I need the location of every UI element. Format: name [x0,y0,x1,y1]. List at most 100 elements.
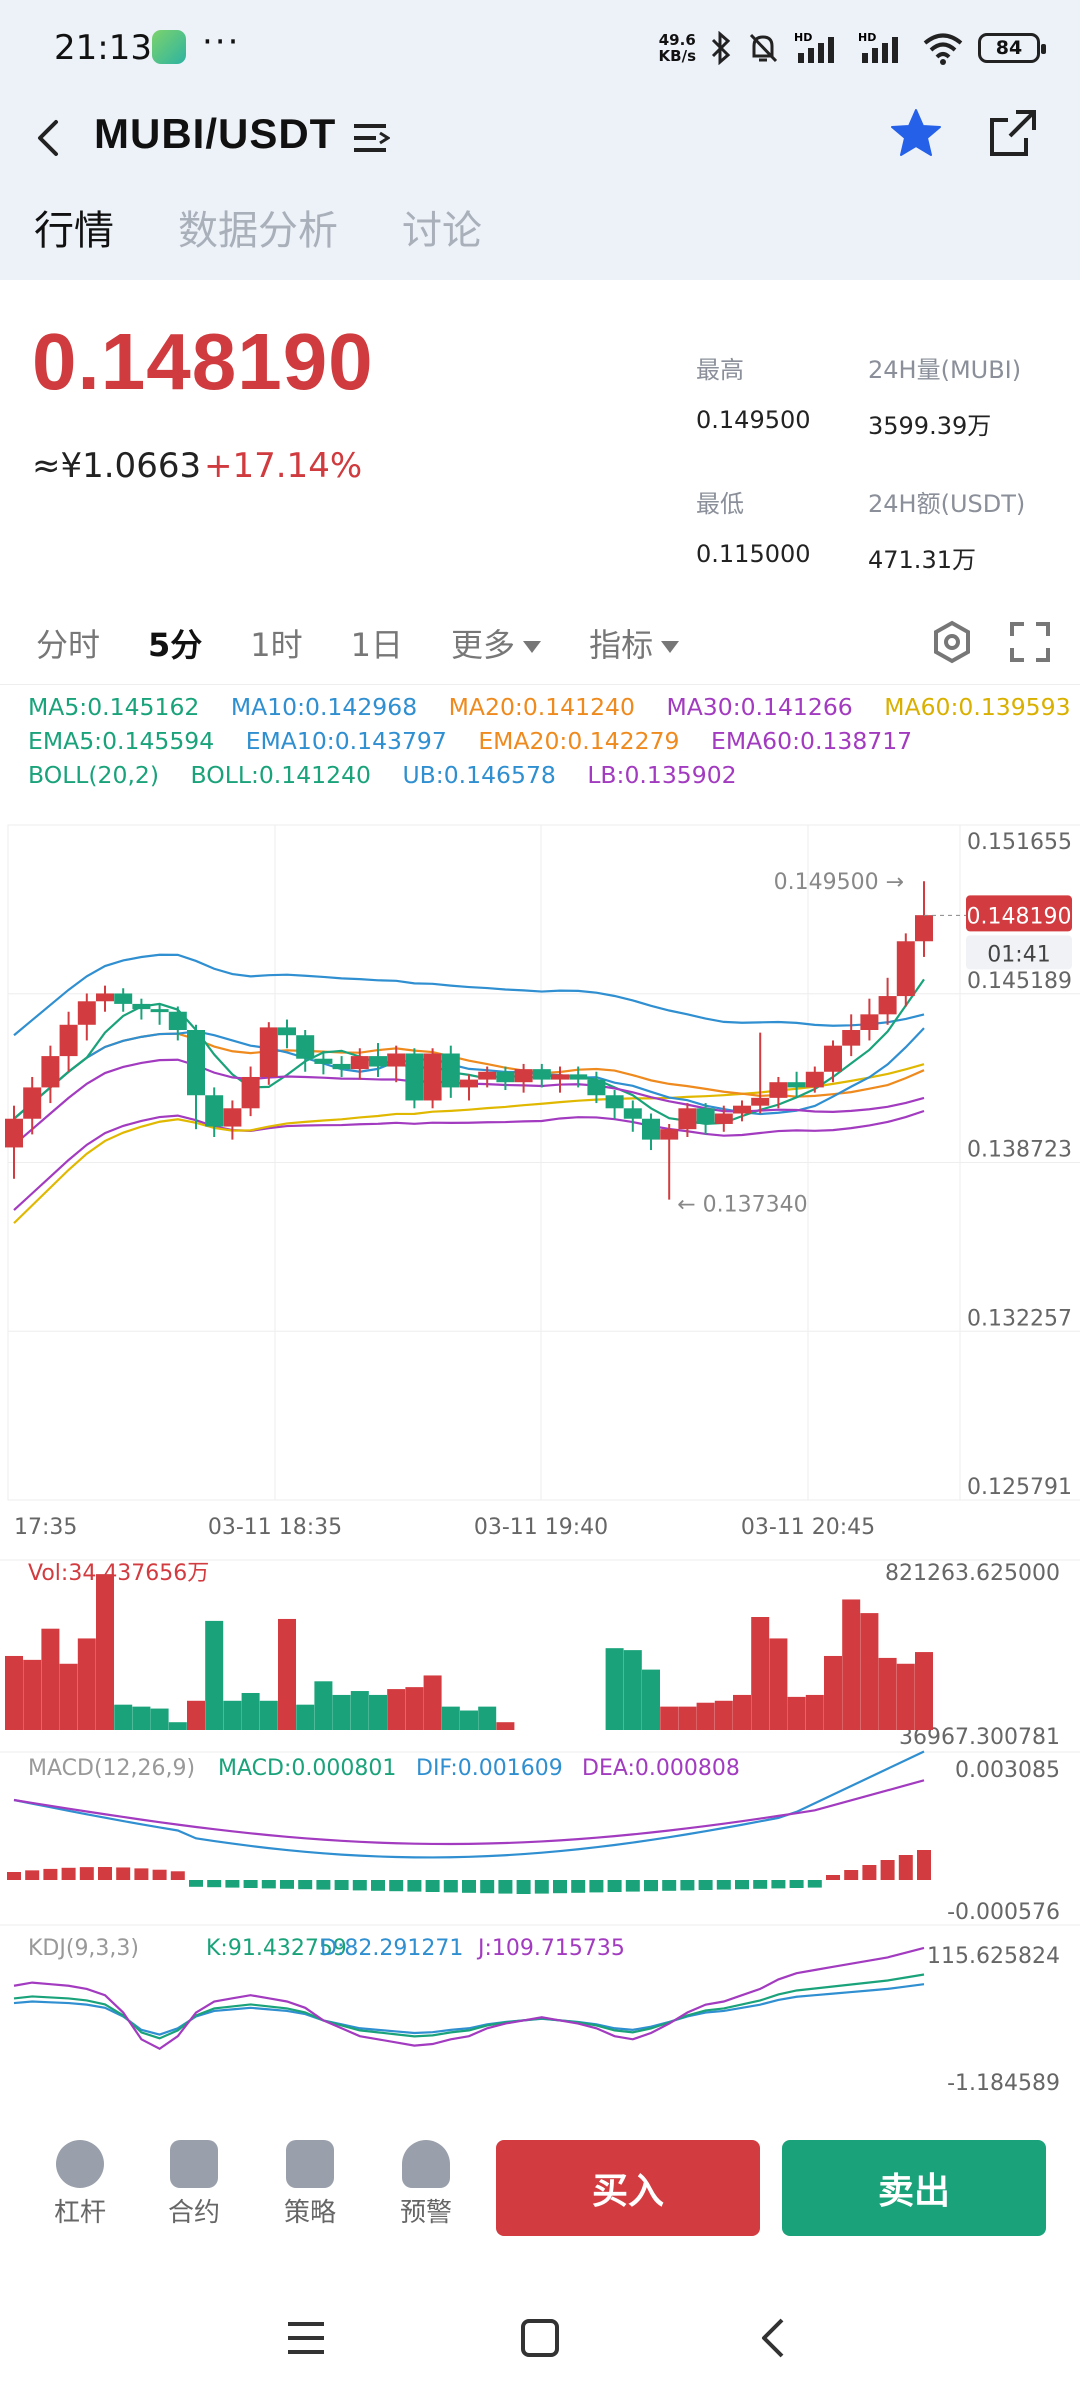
volume-bar [223,1700,242,1730]
tab-discussion[interactable]: 讨论 [402,208,482,254]
favorite-star-icon[interactable] [888,106,944,162]
macd-histogram-bar [698,1880,713,1890]
candle-body [551,1074,569,1080]
macd-histogram-bar [407,1880,422,1892]
period-1h[interactable]: 1时 [250,626,303,664]
volume-bar [278,1618,296,1730]
tab-market[interactable]: 行情 [32,198,116,256]
kdj-max-label: 115.625824 [927,1944,1060,1969]
macd-histogram-bar [98,1867,112,1880]
share-external-icon[interactable] [986,108,1038,160]
y-tick-label: 0.138723 [967,1138,1072,1163]
volume-bar [478,1706,497,1730]
ema10-label: EMA10:0.143797 [245,727,447,755]
volume-bar [496,1722,515,1730]
sell-button[interactable]: 卖出 [782,2140,1046,2236]
d-line [13,1983,925,2036]
nav-alert[interactable]: 预警 [386,2140,466,2229]
nav-strategy[interactable]: 策略 [270,2140,350,2229]
indicator-legend: MA5:0.145162 MA10:0.142968 MA20:0.141240… [28,690,1080,792]
macd-histogram-bar [735,1880,749,1890]
back-arrow-icon[interactable] [30,118,70,158]
macd-histogram-bar [880,1860,895,1880]
fullscreen-icon[interactable] [1010,622,1050,662]
k-line [13,1973,925,2040]
macd-histogram-bar [298,1880,313,1890]
nav-leverage[interactable]: 杠杆 [40,2140,120,2229]
mute-bell-icon [749,33,778,63]
candle-body [114,993,133,1004]
volume-bar [896,1663,915,1730]
last-price-tag [966,895,1072,932]
period-1d[interactable]: 1日 [350,626,404,664]
macd-histogram-bar [571,1880,586,1893]
home-icon[interactable] [518,2316,562,2360]
period-5m[interactable]: 5分 [148,626,203,664]
volume-bar [714,1700,733,1730]
candle-body [296,1035,315,1059]
back-nav-icon[interactable] [756,2316,792,2360]
candle-body [387,1053,406,1067]
low-label: 最低 [696,490,744,518]
candle-body [278,1027,296,1036]
kline-chart[interactable]: 0.151655 0.145189 0.138723 0.132257 0.125791… [0,820,1080,2120]
period-selector: 分时 5分 1时 1日 更多 指标 [36,620,679,666]
pair-switch-menu-icon[interactable] [352,120,390,156]
volume-bar [824,1655,842,1730]
dea-label: DEA:0.000808 [582,1756,740,1781]
macd-histogram-bar [771,1880,786,1889]
period-timeline[interactable]: 分时 [36,626,101,664]
ma5-line [13,978,925,1126]
signal-hd-2-icon: HD [858,31,898,63]
tab-data-analysis[interactable]: 数据分析 [178,208,338,254]
ma10-label: MA10:0.142968 [230,693,418,721]
candle-body [642,1118,660,1140]
candle-body [132,1003,151,1010]
ma60-label: MA60:0.139593 [884,693,1071,721]
alert-icon [402,2140,450,2188]
nav-contract[interactable]: 合约 [154,2140,234,2229]
macd-max-label: 0.003085 [955,1758,1060,1783]
candle-body [168,1011,187,1031]
pair-title[interactable]: MUBI/USDT [94,110,337,157]
svg-text:HD: HD [858,31,876,44]
candle-body [678,1108,697,1130]
candle-body [332,1063,351,1070]
candle-body [805,1071,824,1088]
buy-button[interactable]: 买入 [496,2140,760,2236]
candle-body [350,1056,369,1070]
macd-min-label: -0.000576 [947,1900,1060,1925]
contract-icon [170,2140,218,2188]
volume-bar [660,1706,679,1730]
y-tick-label: 0.145189 [967,969,1072,994]
macd-histogram-bar [716,1880,731,1890]
period-more-dropdown[interactable]: 更多 [451,620,541,666]
macd-histogram-bar [498,1880,513,1894]
volume-bar [259,1700,278,1730]
volume-bar [915,1652,933,1730]
amount-label: 24H额(USDT) [868,490,1026,518]
candle-body [896,941,915,997]
svg-text:HD: HD [794,31,812,44]
macd-histogram-bar [662,1880,677,1891]
indicator-dropdown[interactable]: 指标 [589,620,679,666]
low-value: 0.115000 [696,540,811,568]
volume-bar [96,1574,114,1730]
ema5-label: EMA5:0.145594 [28,727,215,755]
candle-body [150,1009,169,1013]
volume-bar [77,1638,96,1730]
macd-value-label: MACD:0.000801 [218,1756,396,1781]
price-cny: ≈¥1.0663 [32,446,202,486]
status-right: 49.6 KB/s HD HD 84 [659,28,1046,68]
candle-body [423,1053,442,1101]
volume-bar [132,1706,151,1730]
ma30-line [13,1058,925,1146]
dif-label: DIF:0.001609 [416,1756,563,1781]
candle-body [733,1105,751,1114]
volume-bar [678,1706,697,1730]
candle-body [714,1113,733,1124]
macd-histogram-bar [607,1880,622,1892]
candle-body [860,1014,879,1031]
menu-icon[interactable] [284,2318,328,2358]
chart-settings-icon[interactable] [930,620,974,664]
